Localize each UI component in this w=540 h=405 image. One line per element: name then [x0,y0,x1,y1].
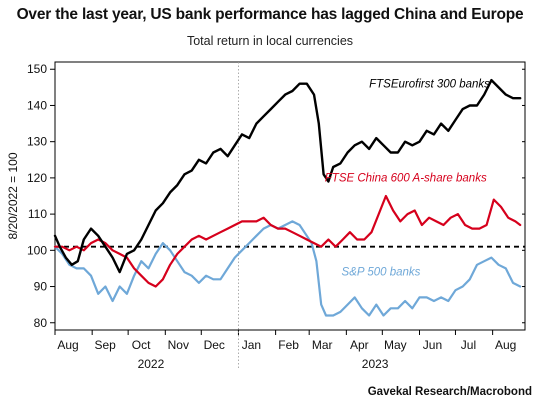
year-label-2023: 2023 [362,357,389,371]
x-tick-label: Mar [312,338,333,352]
x-tick-label: Apr [350,338,369,352]
series-label-china-a-share: FTSE China 600 A-share banks [325,173,487,185]
series-line-china-a-share [53,194,522,288]
x-tick-label: Jan [242,338,261,352]
x-tick-label: Sep [94,338,116,352]
x-tick-label: Jul [461,338,476,352]
chart-source: Gavekal Research/Macrobond [367,386,532,398]
y-tick-label: 150 [27,62,47,76]
y-tick-label: 80 [34,316,48,330]
series-label-sp500: S&P 500 banks [342,267,421,279]
x-tick-label: May [384,338,407,352]
chart-title: Over the last year, US bank performance … [16,6,524,23]
y-tick-label: 130 [27,135,47,149]
x-tick-label: Dec [204,338,225,352]
y-axis-label: 8/20/2022 = 100 [6,152,20,239]
series-label-ftseurofirst: FTSEurofirst 300 banks [369,78,490,90]
x-tick-label: Oct [132,338,151,352]
series-line-sp500 [53,220,522,317]
x-tick-label: Jun [423,338,442,352]
x-tick-label: Aug [495,338,516,352]
plot-frame [54,61,526,331]
year-label-2022: 2022 [138,357,165,371]
y-tick-label: 90 [34,280,48,294]
y-tick-label: 100 [27,243,47,257]
x-tick-label: Aug [57,338,78,352]
y-tick-label: 110 [28,207,47,221]
series-line-ftseurofirst [53,78,522,274]
y-tick-label: 120 [27,171,47,185]
x-tick-label: Feb [278,338,299,352]
chart-subtitle: Total return in local currencies [186,34,354,48]
x-tick-label: Nov [168,338,189,352]
y-tick-label: 140 [27,98,47,112]
